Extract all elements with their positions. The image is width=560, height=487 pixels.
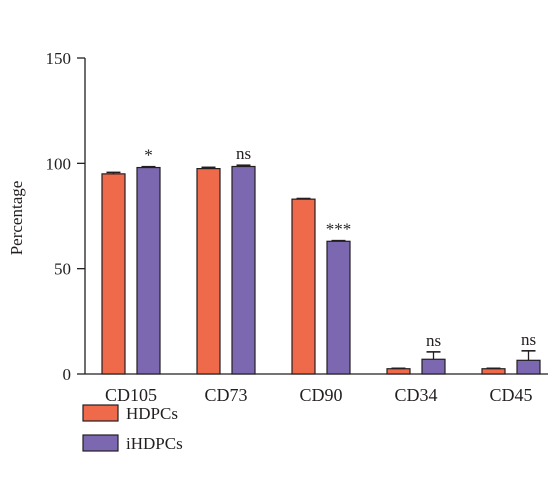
- bar-ihdpcs-cd45: [516, 359, 541, 375]
- bar-hdpcs-cd90: [291, 198, 316, 375]
- bar-ihdpcs-cd73: [231, 165, 256, 375]
- bar-hdpcs-cd73: [196, 168, 221, 375]
- y-tick-label: 0: [63, 365, 72, 384]
- y-ticks: 0 50 100 150: [46, 49, 85, 384]
- x-tick-label: CD90: [299, 385, 342, 405]
- bar-ihdpcs-cd105: [136, 166, 161, 375]
- significance-labels: * ns *** ns ns: [144, 144, 536, 350]
- y-tick-label: 50: [54, 260, 71, 279]
- significance-label: ns: [236, 144, 251, 163]
- legend-label-hdpcs: HDPCs: [126, 404, 178, 423]
- legend-swatch-ihdpcs: [82, 434, 119, 452]
- significance-label: ns: [521, 330, 536, 349]
- legend: HDPCs iHDPCs: [82, 404, 183, 453]
- significance-label: ns: [426, 331, 441, 350]
- x-tick-label: CD34: [394, 385, 437, 405]
- significance-label: ***: [326, 220, 352, 239]
- y-axis-title: Percentage: [7, 181, 26, 256]
- axes: Percentage: [7, 58, 548, 375]
- bar-hdpcs-cd34: [386, 368, 411, 375]
- legend-swatch-hdpcs: [82, 404, 119, 422]
- x-tick-label: CD105: [105, 385, 157, 405]
- significance-label: *: [144, 146, 153, 165]
- x-tick-label: CD73: [204, 385, 247, 405]
- bars: [101, 165, 541, 375]
- bar-hdpcs-cd45: [481, 368, 506, 375]
- bar-ihdpcs-cd34: [421, 358, 446, 375]
- x-tick-label: CD45: [489, 385, 532, 405]
- x-tick-labels: CD105 CD73 CD90 CD34 CD45: [105, 385, 533, 405]
- bar-ihdpcs-cd90: [326, 240, 351, 375]
- legend-label-ihdpcs: iHDPCs: [126, 434, 183, 453]
- y-tick-label: 150: [46, 49, 72, 68]
- error-bars: [106, 164, 536, 370]
- y-tick-label: 100: [46, 154, 72, 173]
- bar-hdpcs-cd105: [101, 173, 126, 375]
